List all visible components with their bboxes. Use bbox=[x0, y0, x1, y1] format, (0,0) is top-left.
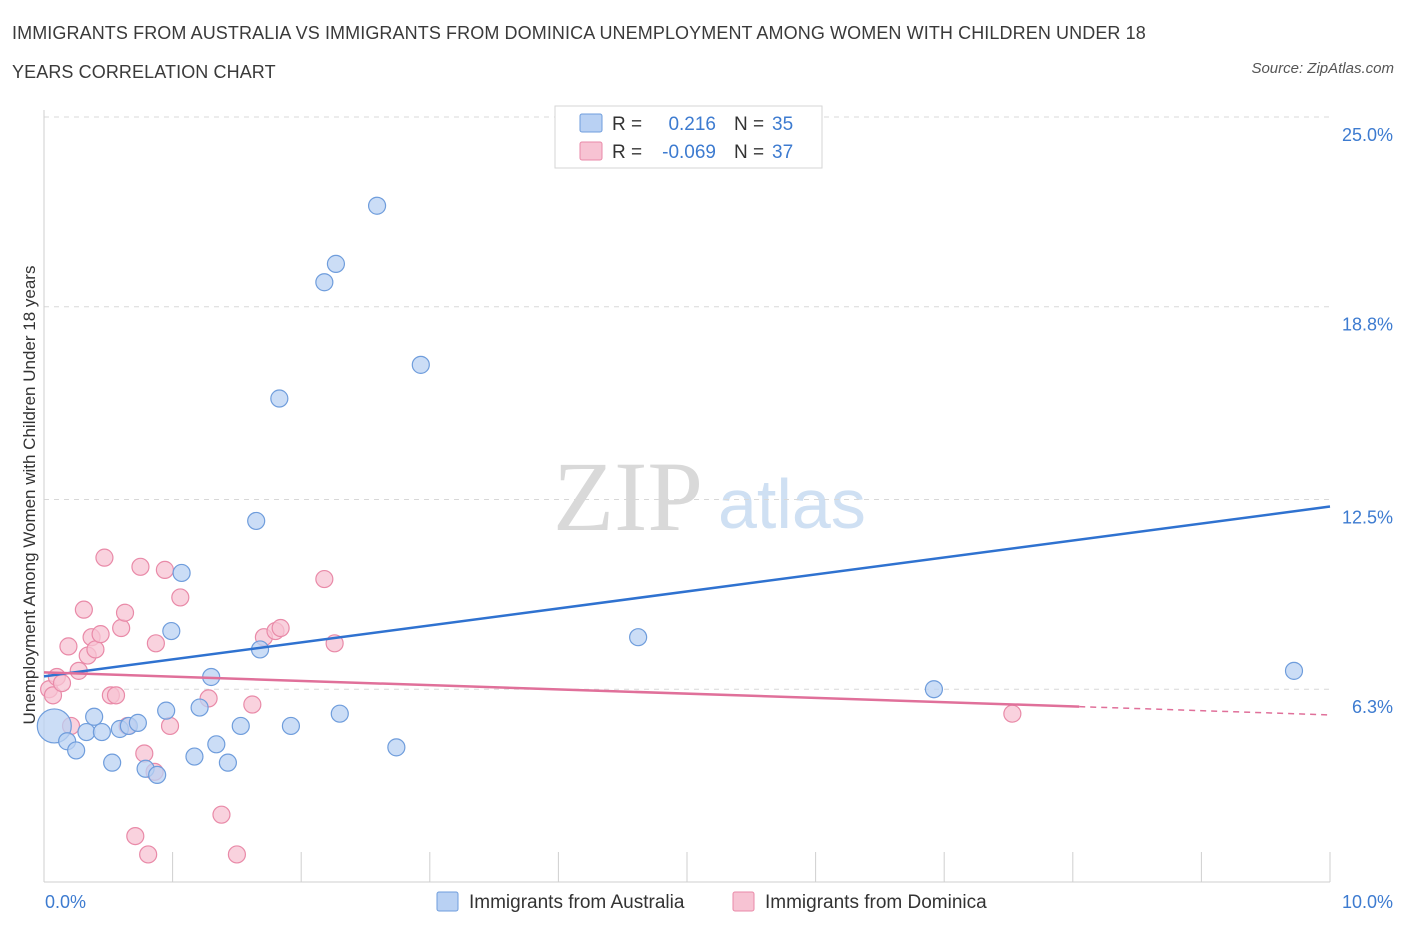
legend-australia-swatch bbox=[436, 891, 459, 912]
dominica-point-1 bbox=[43, 686, 63, 705]
chart-source: Source: ZipAtlas.com bbox=[1251, 60, 1394, 77]
dominica-point-16 bbox=[115, 603, 135, 622]
watermark-zip: ZIP bbox=[553, 441, 703, 552]
dominica-point-34 bbox=[315, 569, 334, 589]
australia-point-20 bbox=[231, 716, 250, 736]
dominica-trend-extension bbox=[1079, 705, 1331, 716]
dominica-point-25 bbox=[160, 716, 180, 736]
trend-lines bbox=[43, 505, 1331, 716]
dominica-point-11 bbox=[91, 625, 110, 644]
australia-r-label: R = bbox=[612, 114, 642, 135]
y-axis-title: Unemployment Among Women with Children U… bbox=[20, 266, 39, 725]
dominica-point-7 bbox=[74, 600, 93, 619]
dominica-point-28 bbox=[212, 805, 231, 824]
australia-point-6 bbox=[103, 753, 122, 772]
legend-dominica-swatch bbox=[732, 891, 755, 912]
australia-point-3 bbox=[77, 722, 96, 742]
australia-point-19 bbox=[218, 753, 237, 772]
legend-dominica-label: Immigrants from Dominica bbox=[765, 892, 987, 913]
australia-point-29 bbox=[387, 738, 406, 757]
australia-n-value: 35 bbox=[772, 114, 793, 135]
australia-point-15 bbox=[185, 747, 204, 766]
dominica-n-label: N = bbox=[734, 142, 764, 163]
gridlines bbox=[44, 116, 1330, 690]
watermark-atlas: atlas bbox=[718, 465, 866, 543]
dominica-point-4 bbox=[59, 637, 78, 656]
legend-australia-label: Immigrants from Australia bbox=[469, 892, 685, 913]
australia-points bbox=[36, 196, 1304, 785]
australia-point-11 bbox=[148, 765, 167, 785]
dominica-point-36 bbox=[1003, 704, 1022, 723]
dominica-n-value: 37 bbox=[772, 142, 793, 163]
y-tick-label-6-3: 6.3% bbox=[1352, 697, 1393, 717]
dominica-point-33 bbox=[271, 618, 290, 638]
y-tick-label-12-5: 12.5% bbox=[1342, 508, 1393, 528]
australia-r-value: 0.216 bbox=[668, 114, 716, 135]
dominica-points bbox=[40, 548, 1022, 864]
dominica-point-12 bbox=[95, 548, 114, 567]
australia-point-13 bbox=[162, 621, 181, 641]
dominica-r-value: -0.069 bbox=[662, 142, 716, 163]
australia-trend-line bbox=[43, 505, 1331, 678]
australia-point-5 bbox=[92, 722, 111, 742]
australia-point-23 bbox=[270, 389, 289, 408]
y-tick-label-18-8: 18.8% bbox=[1342, 315, 1393, 335]
x-tick-label-max: 10.0% bbox=[1342, 892, 1393, 912]
chart-title: IMMIGRANTS FROM AUSTRALIA VS IMMIGRANTS … bbox=[12, 23, 1146, 82]
australia-point-14 bbox=[172, 563, 191, 583]
australia-point-24 bbox=[281, 716, 301, 736]
dominica-point-3 bbox=[52, 673, 72, 693]
x-tick-label-min: 0.0% bbox=[45, 892, 86, 912]
x-ticks bbox=[172, 852, 1331, 882]
australia-point-21 bbox=[247, 511, 266, 531]
series-legend: Immigrants from Australia Immigrants fro… bbox=[436, 891, 987, 913]
australia-point-25 bbox=[315, 273, 334, 292]
stats-legend: R = 0.216 N = 35 R = -0.069 N = 37 bbox=[554, 105, 823, 169]
dominica-point-23 bbox=[146, 634, 165, 653]
australia-point-4 bbox=[85, 707, 104, 726]
australia-point-12 bbox=[157, 701, 176, 720]
dominica-point-30 bbox=[243, 695, 262, 714]
australia-point-9 bbox=[128, 713, 147, 732]
australia-point-31 bbox=[629, 628, 648, 647]
dominica-point-20 bbox=[135, 744, 154, 763]
dominica-point-14 bbox=[106, 686, 126, 705]
australia-n-label: N = bbox=[734, 114, 764, 135]
dominica-legend-swatch bbox=[579, 141, 603, 161]
dominica-point-24 bbox=[155, 560, 174, 579]
australia-point-27 bbox=[330, 704, 349, 723]
australia-point-28 bbox=[367, 196, 387, 215]
y-tick-label-25-0: 25.0% bbox=[1342, 125, 1393, 145]
australia-point-18 bbox=[207, 735, 226, 754]
australia-point-30 bbox=[411, 355, 430, 374]
dominica-r-label: R = bbox=[612, 142, 642, 163]
australia-point-33 bbox=[1284, 661, 1304, 680]
australia-point-16 bbox=[190, 698, 209, 717]
dominica-point-18 bbox=[126, 826, 145, 846]
australia-point-32 bbox=[924, 680, 944, 699]
dominica-point-15 bbox=[112, 618, 131, 638]
dominica-trend-line bbox=[43, 671, 1080, 708]
australia-legend-swatch bbox=[579, 113, 603, 133]
dominica-point-19 bbox=[131, 557, 150, 576]
australia-point-2 bbox=[67, 741, 86, 760]
dominica-point-21 bbox=[139, 845, 158, 864]
dominica-point-10 bbox=[86, 640, 105, 659]
dominica-point-26 bbox=[171, 588, 190, 607]
dominica-point-29 bbox=[227, 845, 246, 864]
australia-point-26 bbox=[326, 254, 346, 273]
